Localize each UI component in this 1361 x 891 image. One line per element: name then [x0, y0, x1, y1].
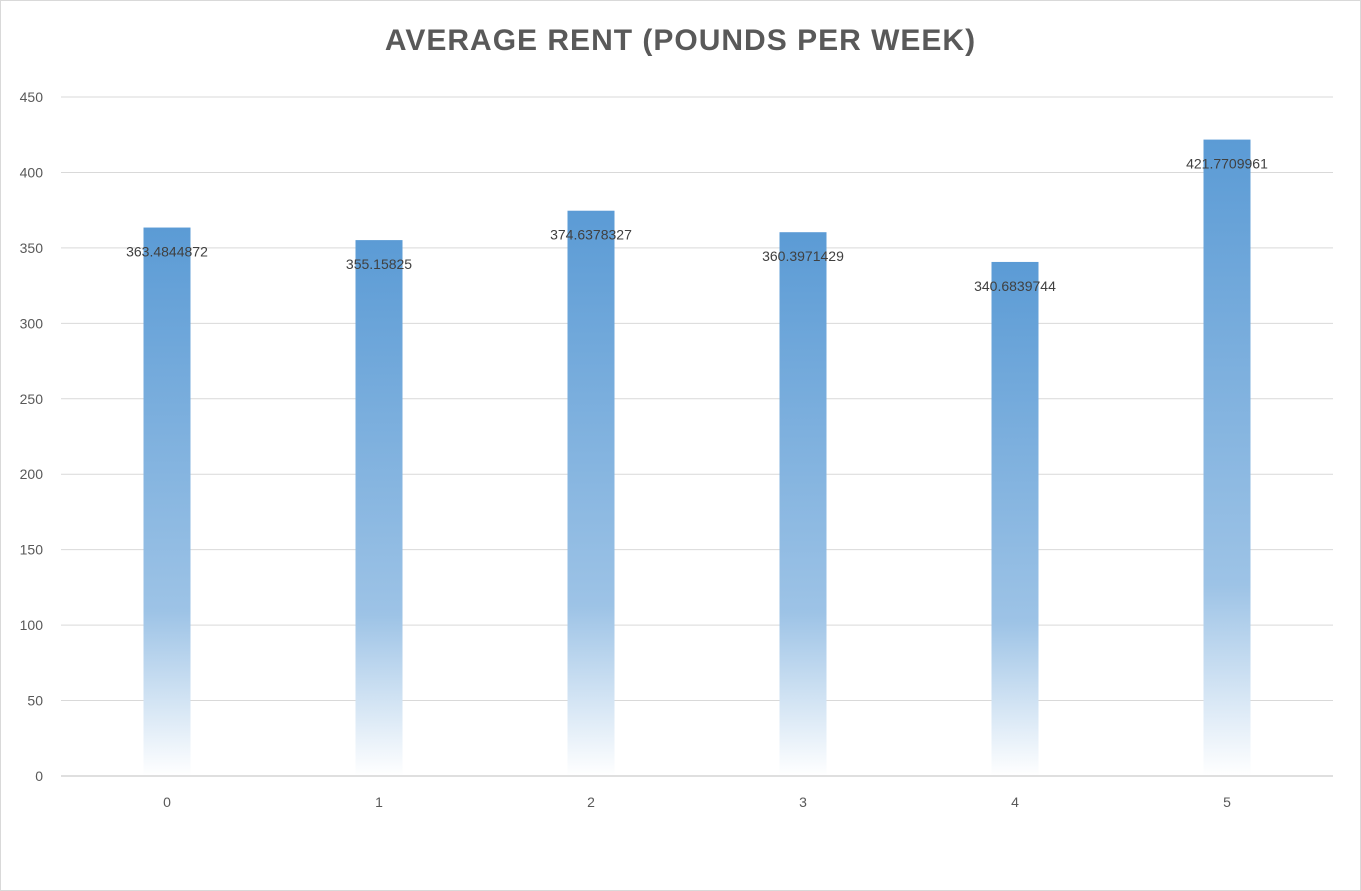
data-label-2: 374.6378327: [550, 227, 632, 243]
y-tick-label-150: 150: [20, 542, 44, 558]
y-tick-label-250: 250: [20, 391, 44, 407]
data-label-3: 360.3971429: [762, 248, 844, 264]
y-tick-label-350: 350: [20, 240, 44, 256]
y-tick-label-0: 0: [35, 768, 43, 784]
bar-5: [1203, 139, 1251, 777]
bar-4: [991, 261, 1039, 776]
y-tick-label-200: 200: [20, 466, 44, 482]
y-tick-label-400: 400: [20, 164, 44, 180]
x-tick-label-1: 1: [375, 794, 383, 810]
data-label-4: 340.6839744: [974, 278, 1056, 294]
x-tick-label-0: 0: [163, 794, 171, 810]
x-tick-label-4: 4: [1011, 794, 1019, 810]
y-tick-label-450: 450: [20, 89, 44, 105]
chart-title: AVERAGE RENT (POUNDS PER WEEK): [384, 24, 977, 57]
y-tick-label-300: 300: [20, 315, 44, 331]
data-label-1: 355.15825: [346, 256, 412, 272]
x-tick-label-5: 5: [1223, 794, 1231, 810]
x-tick-label-2: 2: [587, 794, 595, 810]
y-tick-label-50: 50: [27, 693, 43, 709]
bar-0: [143, 227, 191, 776]
data-label-5: 421.7709961: [1186, 156, 1268, 172]
bar-2: [567, 210, 615, 776]
data-label-0: 363.4844872: [126, 244, 208, 260]
x-tick-label-3: 3: [799, 794, 807, 810]
y-tick-label-100: 100: [20, 617, 44, 633]
bar-3: [779, 232, 827, 777]
bar-1: [355, 240, 403, 777]
